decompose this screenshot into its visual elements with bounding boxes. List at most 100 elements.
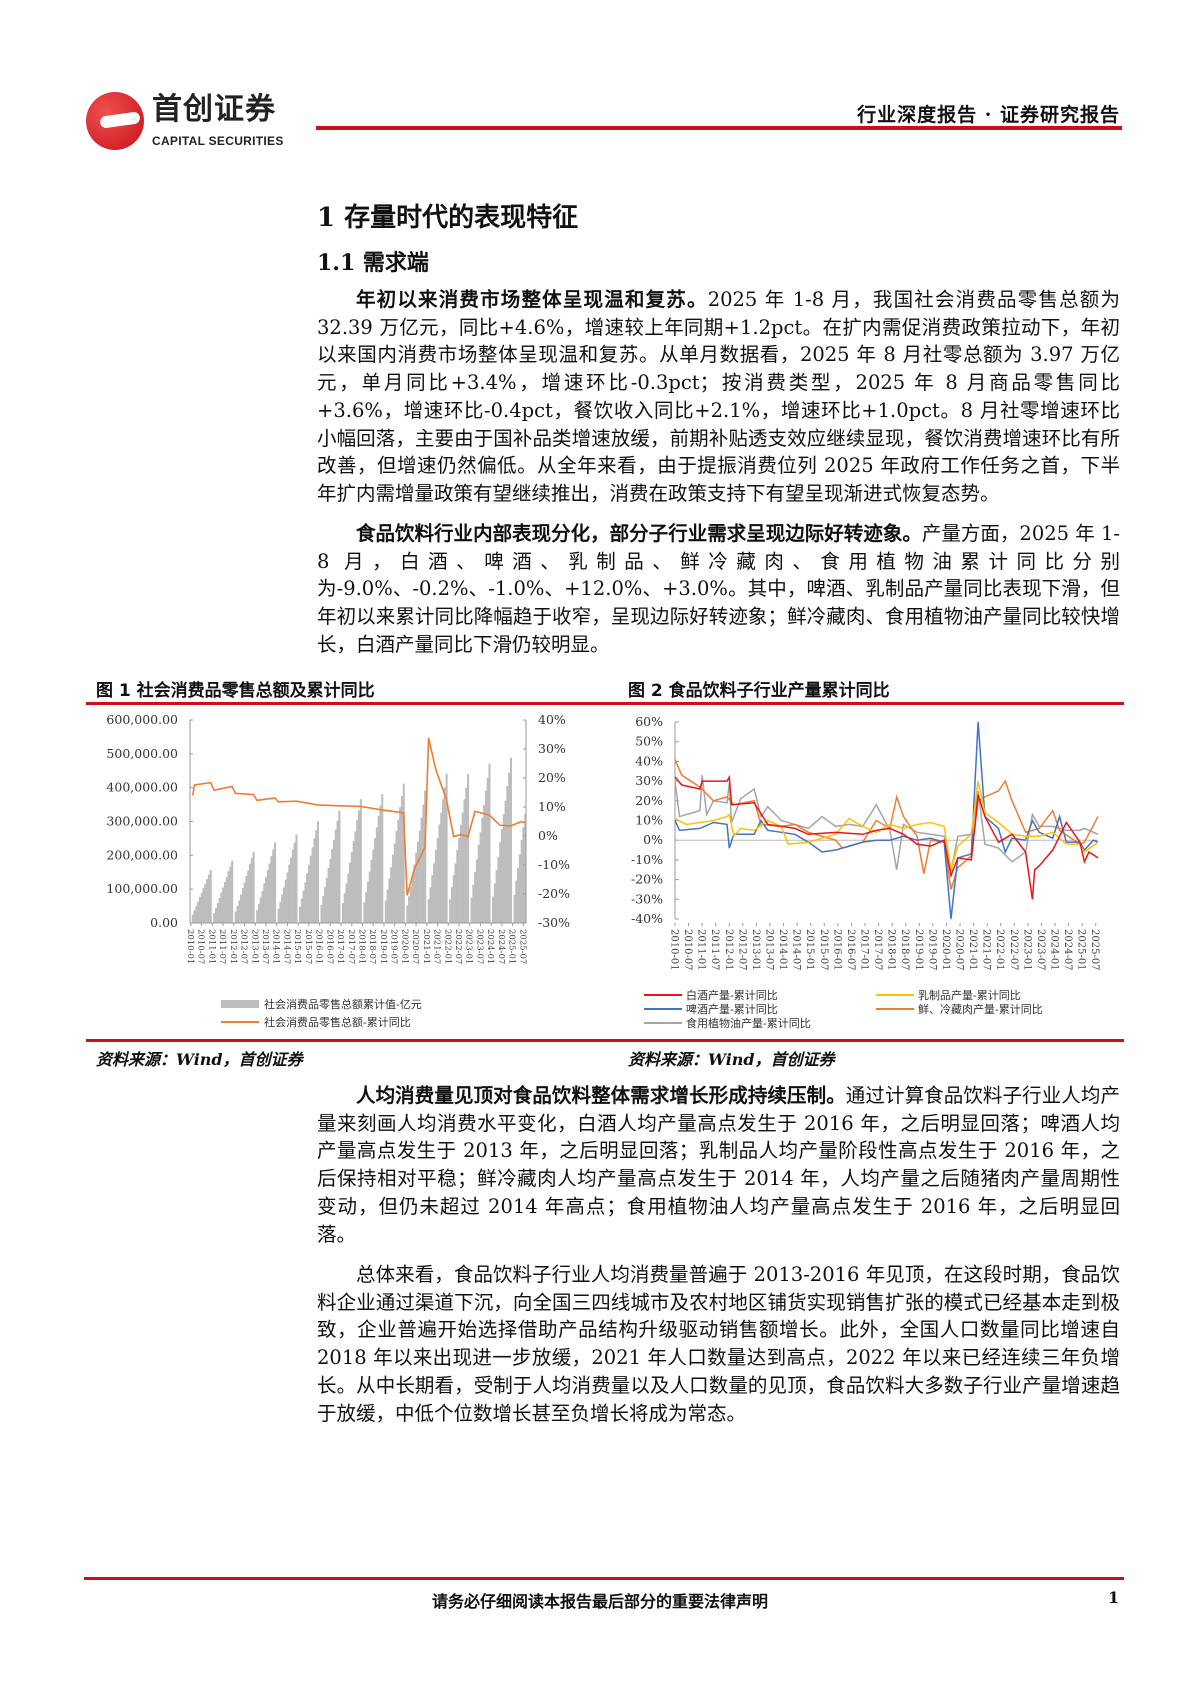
bar	[343, 893, 346, 923]
bar	[400, 796, 403, 923]
bar	[365, 892, 368, 923]
bar	[422, 804, 425, 923]
bar	[252, 851, 255, 923]
x-tick-label: 2020-01	[399, 929, 409, 964]
bar	[424, 790, 427, 923]
x-tick-label: 2019-01	[378, 929, 388, 964]
y-right-tick-label: 0%	[538, 828, 558, 843]
bar	[309, 855, 312, 923]
chart-food-beverage-output: 60% 50% 40% 30% 20% 10% 0% -10% -20% -30% -40% 2010…	[631, 714, 1100, 1030]
x-tick-label: 2018-07	[899, 929, 910, 971]
legend-swatch-bar	[221, 1000, 259, 1008]
bar	[438, 824, 441, 923]
series-line	[674, 780, 1099, 870]
yoy-line	[191, 737, 526, 896]
bar	[195, 906, 198, 923]
bar	[320, 905, 323, 923]
bar	[286, 872, 289, 923]
bar	[279, 901, 282, 923]
y-right-tick-label: 10%	[538, 799, 566, 814]
x-tick-label: 2013-07	[764, 929, 775, 971]
bar	[504, 800, 507, 923]
bar	[520, 839, 523, 923]
bar	[202, 887, 205, 923]
y-left-tick-label: 300,000.00	[106, 814, 178, 829]
y-right-tick-label: -10%	[538, 857, 570, 872]
company-logo: 首创证券 CAPITAL SECURITIES	[86, 92, 316, 152]
bar	[449, 899, 452, 923]
figure-1-source: 资料来源：Wind，首创证券	[96, 1050, 303, 1069]
x-tick-label: 2023-07	[474, 929, 484, 964]
x-tick-label: 2022-01	[994, 929, 1005, 971]
bar	[488, 763, 491, 923]
footer-disclaimer: 请务必仔细阅读本报告最后部分的重要法律声明	[431, 1592, 768, 1611]
bar	[241, 888, 244, 923]
bar	[472, 884, 475, 923]
bar	[347, 873, 350, 923]
bar	[281, 894, 284, 923]
bar	[418, 830, 421, 923]
bar	[272, 849, 275, 923]
bar	[266, 869, 269, 923]
bar	[493, 883, 496, 923]
bar	[277, 908, 280, 923]
bar	[268, 863, 271, 923]
x-tick-label: 2024-07	[1062, 929, 1073, 971]
header-divider	[316, 126, 1122, 130]
x-tick-label: 2012-01	[723, 929, 734, 971]
x-tick-label: 2014-07	[281, 929, 291, 964]
bar	[261, 890, 264, 923]
x-tick-label: 2010-07	[196, 929, 206, 964]
logo-en: CAPITAL SECURITIES	[152, 134, 284, 148]
figure-bottom-rule	[86, 1039, 1124, 1042]
bar	[492, 896, 495, 923]
bar	[197, 901, 200, 923]
chart-retail-sales: 600,000.00 500,000.00 400,000.00 300,000.00…	[106, 712, 570, 1029]
x-tick-label: 2012-01	[228, 929, 238, 964]
bar	[427, 898, 430, 923]
bar	[375, 827, 378, 923]
y-tick-label: -40%	[631, 911, 663, 926]
bar	[388, 878, 391, 923]
y-left-tick-label: 100,000.00	[106, 881, 178, 896]
bar	[198, 896, 202, 923]
bar	[436, 838, 439, 923]
bar	[474, 871, 477, 923]
bar	[483, 804, 486, 923]
bar	[236, 906, 239, 923]
bar	[479, 832, 482, 923]
bar	[229, 866, 232, 923]
bar	[299, 906, 302, 923]
x-tick-label: 2011-07	[217, 929, 227, 964]
series-line	[674, 759, 1099, 890]
x-tick-label: 2016-07	[324, 929, 334, 964]
bar	[411, 875, 414, 923]
series-line	[674, 721, 1099, 920]
bar	[209, 869, 212, 923]
logo-mark-icon	[86, 92, 144, 150]
footer-divider	[84, 1577, 1124, 1580]
bar	[218, 897, 221, 923]
x-tick-label: 2021-07	[981, 929, 992, 971]
section-heading: 1 存量时代的表现特征	[317, 203, 579, 233]
bar	[345, 883, 348, 923]
x-tick-label: 2024-07	[496, 929, 506, 964]
x-tick-label: 2013-01	[750, 929, 761, 971]
bar	[522, 826, 525, 923]
bar	[413, 864, 416, 923]
bar	[334, 829, 337, 923]
bar	[223, 882, 227, 923]
figure-2-source: 资料来源：Wind，首创证券	[628, 1050, 835, 1069]
bar	[415, 852, 418, 923]
x-tick-label: 2020-01	[940, 929, 951, 971]
y-tick-label: 20%	[635, 793, 663, 808]
series-line	[674, 774, 1099, 900]
series-line	[674, 775, 1099, 872]
x-tick-label: 2018-01	[356, 929, 366, 964]
x-tick-label: 2023-01	[1021, 929, 1032, 971]
bar	[290, 857, 293, 923]
bar	[225, 876, 228, 923]
bar	[263, 883, 266, 923]
bar	[408, 896, 411, 923]
paragraph-body: 总体来看，食品饮料子行业人均消费量普遍于 2013-2016 年见顶，在这段时期…	[317, 1263, 1120, 1425]
